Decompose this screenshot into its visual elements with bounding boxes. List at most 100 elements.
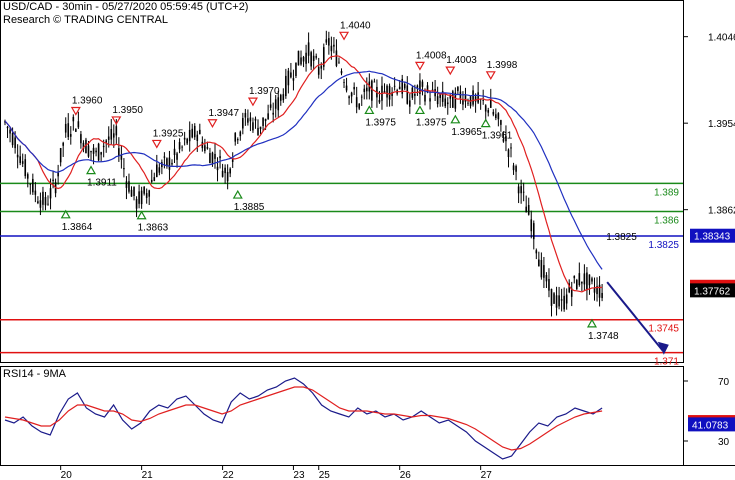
candle-body	[522, 191, 525, 193]
candle-body	[32, 178, 34, 193]
candle-body	[163, 156, 166, 158]
candle-body	[540, 259, 543, 278]
level-label: 1.3825	[648, 240, 679, 251]
level-annotation: 1.3825	[606, 232, 637, 243]
candle-body	[211, 152, 214, 164]
candle-body	[21, 161, 24, 164]
candle-body	[431, 89, 434, 91]
level-label: 1.371	[654, 357, 679, 368]
candle-body	[535, 250, 538, 254]
candle-body	[492, 111, 495, 115]
level-label: 1.389	[654, 187, 679, 198]
candle-body	[444, 98, 447, 107]
candles	[4, 30, 603, 317]
candle-body	[252, 122, 254, 131]
candle-body	[538, 259, 540, 267]
candle-body	[19, 156, 21, 163]
candle-body	[406, 85, 409, 104]
candle-body	[148, 190, 151, 197]
rsi-panel-label: RSI14 - 9MA	[3, 368, 66, 380]
candle-body	[454, 92, 457, 109]
candle-body	[348, 96, 350, 99]
candle-body	[183, 137, 186, 140]
resistance-label: 1.4003	[446, 55, 477, 66]
candle-body	[343, 82, 345, 83]
candle-body	[366, 87, 368, 92]
candle-body	[563, 295, 565, 310]
candle-body	[97, 143, 100, 161]
support-marker	[480, 118, 491, 128]
candle-body	[173, 148, 176, 156]
candle-body	[100, 152, 102, 155]
candle-body	[403, 83, 406, 89]
candle-body	[11, 133, 14, 146]
candle-body	[34, 190, 37, 195]
candle-body	[593, 287, 596, 293]
candle-body	[9, 129, 11, 134]
candle-body	[244, 112, 247, 118]
candle-body	[123, 168, 125, 170]
candle-body	[80, 134, 82, 144]
candle-body	[515, 166, 517, 172]
candle-body	[47, 203, 49, 205]
candle-body	[269, 104, 272, 108]
level-label: 1.386	[654, 216, 679, 227]
candle-body	[305, 52, 307, 64]
candle-body	[188, 129, 191, 142]
candle-body	[457, 87, 459, 92]
candle-body	[219, 156, 221, 159]
rsi-line	[4, 377, 603, 460]
candle-body	[57, 172, 59, 177]
candle-body	[297, 50, 300, 66]
x-tick-label: 26	[400, 470, 412, 480]
candle-body	[300, 57, 302, 65]
candle-body	[520, 186, 522, 194]
candle-body	[489, 99, 492, 108]
projection-arrow-head	[657, 341, 669, 355]
candle-body	[378, 99, 381, 103]
candle-body	[467, 102, 469, 104]
candle-body	[214, 153, 216, 159]
candle-body	[87, 145, 90, 157]
candle-body	[550, 288, 553, 306]
blue-price-tag: 1.38343	[694, 232, 731, 243]
candle-body	[107, 136, 110, 140]
candle-body	[221, 170, 224, 177]
candle-body	[110, 129, 113, 140]
candle-body	[421, 81, 424, 87]
rsi-ma-line	[4, 386, 603, 451]
candle-body	[302, 56, 305, 62]
candle-body	[391, 92, 393, 97]
candle-body	[497, 113, 500, 120]
support-marker	[414, 105, 425, 115]
candle-body	[59, 148, 62, 163]
candle-body	[502, 138, 505, 142]
candle-body	[530, 219, 533, 232]
support-label: 1.3885	[234, 202, 265, 213]
candle-body	[439, 94, 441, 98]
candle-body	[90, 150, 92, 153]
candle-body	[484, 105, 487, 112]
resistance-marker	[207, 119, 218, 128]
candle-body	[510, 147, 512, 149]
candle-body	[532, 223, 535, 240]
candle-body	[140, 190, 143, 205]
candle-body	[130, 189, 133, 197]
chart-title: USD/CAD - 30min - 05/27/2020 05:59:45 (U…	[3, 1, 249, 13]
resistance-label: 1.3950	[112, 105, 143, 116]
candle-body	[191, 128, 194, 138]
candle-body	[355, 97, 358, 108]
candle-body	[487, 110, 490, 113]
y-tick-label: 1.3954	[708, 119, 735, 130]
resistance-label: 1.4008	[416, 50, 447, 61]
fast-moving-average	[4, 55, 603, 293]
candle-body	[482, 100, 484, 101]
candle-body	[199, 129, 201, 134]
candle-body	[249, 117, 252, 122]
candle-body	[436, 96, 439, 105]
candle-body	[543, 265, 545, 278]
x-tick-label: 20	[61, 470, 73, 480]
support-marker	[586, 318, 598, 328]
candle-body	[338, 61, 340, 63]
candle-body	[315, 56, 317, 58]
